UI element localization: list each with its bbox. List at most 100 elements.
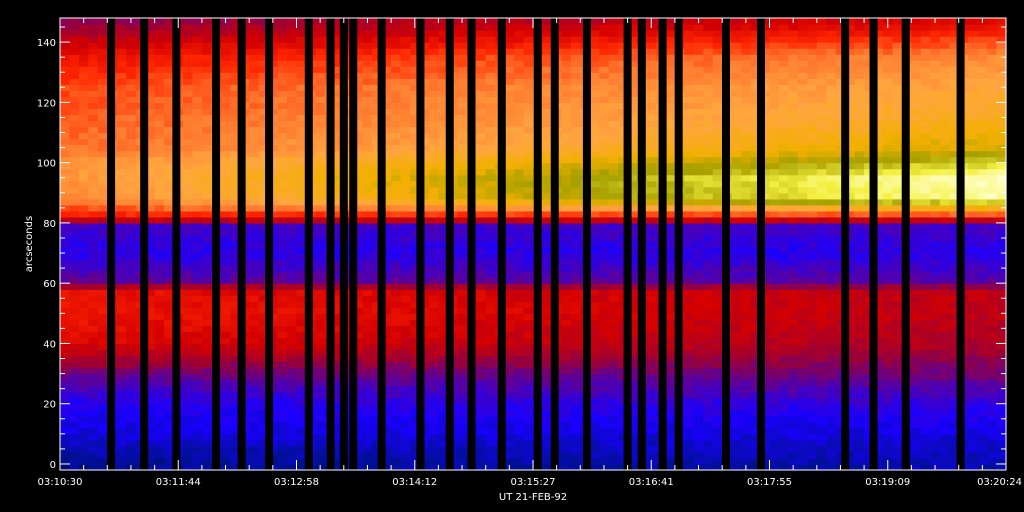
heatmap-cell xyxy=(873,421,884,429)
heatmap-cell xyxy=(807,307,818,314)
heatmap-cell xyxy=(807,433,818,441)
heatmap-cell xyxy=(977,295,988,302)
heatmap-cell xyxy=(504,192,515,200)
heatmap-cell xyxy=(930,240,941,248)
heatmap-cell xyxy=(769,265,780,272)
heatmap-cell xyxy=(599,192,610,200)
heatmap-cell xyxy=(372,361,383,369)
heatmap-cell xyxy=(192,234,203,242)
heatmap-cell xyxy=(372,301,383,308)
heatmap-cell xyxy=(457,331,468,339)
heatmap-cell xyxy=(618,301,629,308)
heatmap-cell xyxy=(438,295,449,302)
heatmap-cell xyxy=(864,397,875,405)
heatmap-cell xyxy=(911,343,922,351)
heatmap-cell xyxy=(476,180,487,188)
heatmap-cell xyxy=(410,259,421,266)
heatmap-cell xyxy=(911,325,922,332)
heatmap-cell xyxy=(826,222,837,230)
heatmap-cell xyxy=(599,247,610,254)
heatmap-cell xyxy=(854,222,865,230)
heatmap-cell xyxy=(835,240,846,248)
heatmap-cell xyxy=(116,210,127,218)
heatmap-cell xyxy=(334,403,345,411)
heatmap-cell xyxy=(845,180,856,188)
heatmap-cell xyxy=(816,391,827,399)
heatmap-cell xyxy=(391,415,402,423)
heatmap-cell xyxy=(760,415,771,423)
heatmap-cell xyxy=(353,445,364,453)
heatmap-cell xyxy=(570,355,581,363)
heatmap-cell xyxy=(807,343,818,351)
heatmap-cell xyxy=(258,397,269,405)
heatmap-cell xyxy=(428,385,439,393)
heatmap-cell xyxy=(741,319,752,326)
heatmap-cell xyxy=(760,355,771,363)
heatmap-cell xyxy=(410,355,421,363)
heatmap-cell xyxy=(939,337,950,345)
heatmap-cell xyxy=(410,168,421,176)
heatmap-cell xyxy=(88,168,99,176)
heatmap-cell xyxy=(646,433,657,441)
heatmap-cell xyxy=(665,433,676,441)
heatmap-cell xyxy=(996,216,1007,224)
heatmap-cell xyxy=(268,421,279,429)
heatmap-cell xyxy=(362,349,373,357)
heatmap-cell xyxy=(334,415,345,423)
heatmap-cell xyxy=(599,216,610,224)
heatmap-cell xyxy=(372,247,383,254)
heatmap-cell xyxy=(911,277,922,284)
heatmap-cell xyxy=(731,439,742,447)
heatmap-cell xyxy=(977,373,988,381)
heatmap-cell xyxy=(277,180,288,188)
heatmap-cell xyxy=(249,397,260,405)
heatmap-cell xyxy=(864,331,875,339)
heatmap-cell xyxy=(570,421,581,429)
heatmap-cell xyxy=(154,168,165,176)
heatmap-cell xyxy=(428,463,439,471)
heatmap-cell xyxy=(939,216,950,224)
heatmap-cell xyxy=(570,385,581,393)
heatmap-cell xyxy=(154,319,165,326)
heatmap-cell xyxy=(192,283,203,290)
heatmap-cell xyxy=(220,319,231,326)
heatmap-cell xyxy=(731,186,742,194)
heatmap-cell xyxy=(703,319,714,326)
heatmap-cell xyxy=(731,259,742,266)
heatmap-cell xyxy=(69,222,80,230)
heatmap-cell xyxy=(164,271,175,278)
heatmap-cell xyxy=(201,247,212,254)
heatmap-cell xyxy=(182,180,194,188)
heatmap-cell xyxy=(864,222,875,230)
heatmap-cell xyxy=(343,325,354,332)
heatmap-cell xyxy=(977,307,988,314)
heatmap-cell xyxy=(977,253,988,260)
heatmap-cell xyxy=(807,325,818,332)
heatmap-cell xyxy=(201,427,212,435)
heatmap-cell xyxy=(60,240,71,248)
heatmap-cell xyxy=(864,180,875,188)
heatmap-cell xyxy=(476,307,487,314)
heatmap-cell xyxy=(126,403,137,411)
heatmap-cell xyxy=(599,228,610,236)
heatmap-cell xyxy=(807,463,818,471)
heatmap-cell xyxy=(760,349,771,357)
heatmap-cell xyxy=(268,337,279,345)
heatmap-cell xyxy=(69,247,80,254)
heatmap-cell xyxy=(315,349,326,357)
heatmap-cell xyxy=(788,355,799,363)
heatmap-cell xyxy=(760,463,771,471)
heatmap-cell xyxy=(69,331,80,339)
heatmap-cell xyxy=(438,174,449,182)
heatmap-cell xyxy=(60,247,71,254)
heatmap-cell xyxy=(703,451,714,459)
heatmap-cell xyxy=(343,174,354,182)
heatmap-cell xyxy=(778,331,790,339)
heatmap-cell xyxy=(949,180,960,188)
heatmap-cell xyxy=(703,283,714,290)
heatmap-cell xyxy=(362,210,373,218)
heatmap-cell xyxy=(968,319,979,326)
heatmap-cell xyxy=(769,222,780,230)
heatmap-cell xyxy=(258,409,269,417)
heatmap-cell xyxy=(854,421,865,429)
